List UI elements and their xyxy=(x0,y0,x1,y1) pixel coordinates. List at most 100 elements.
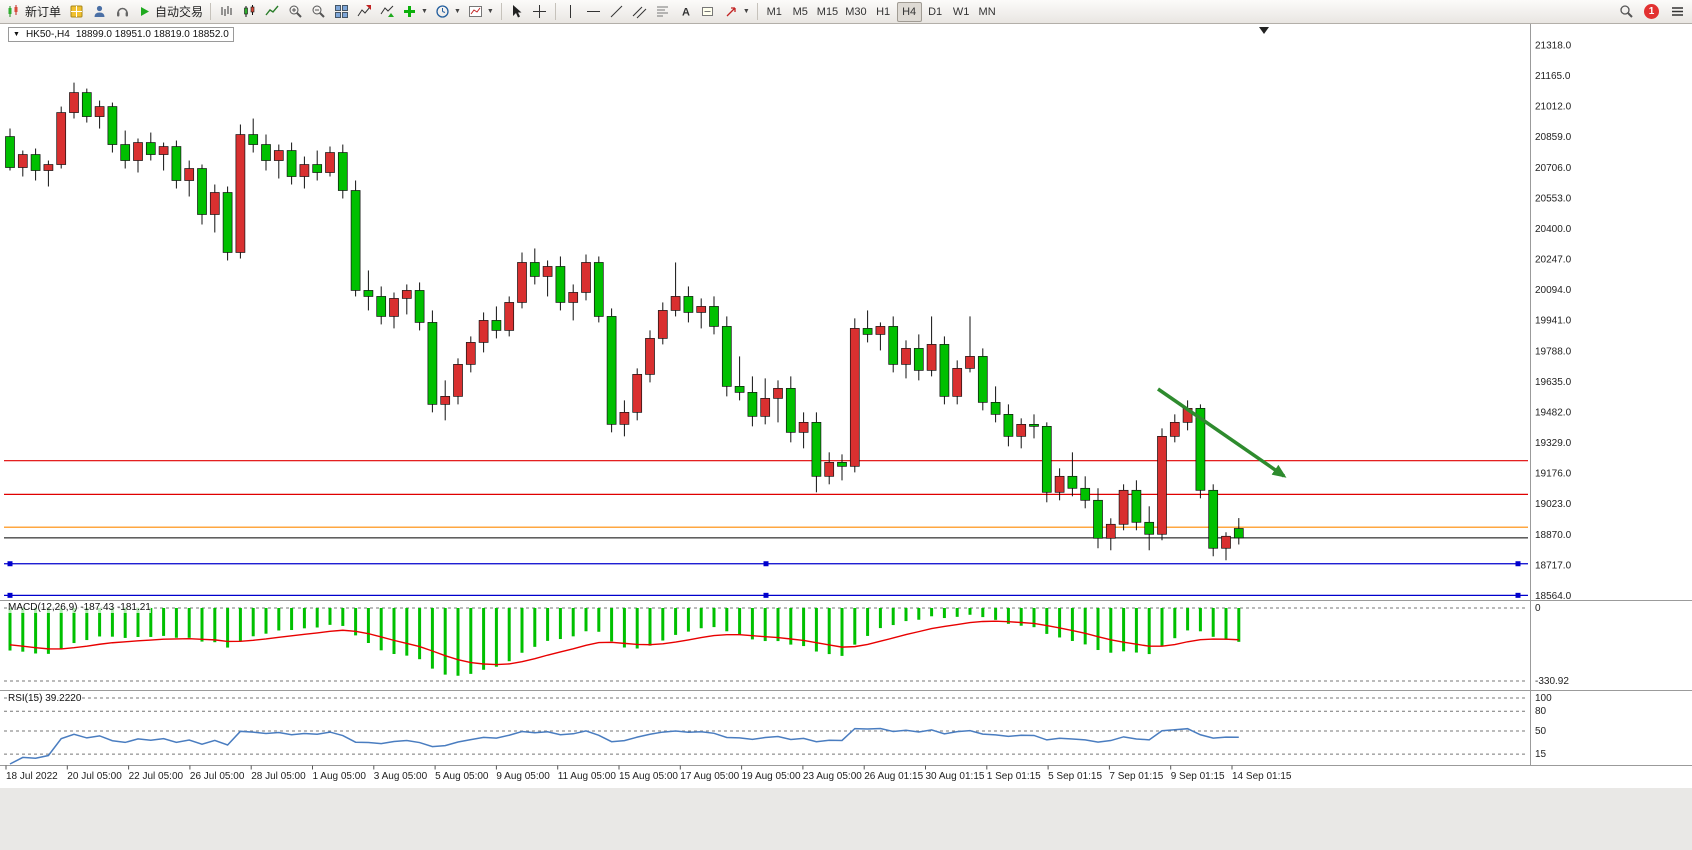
support-button[interactable] xyxy=(111,2,133,22)
timeframe-h1[interactable]: H1 xyxy=(871,2,896,22)
search-button[interactable] xyxy=(1615,2,1637,22)
timeframe-mn[interactable]: MN xyxy=(975,2,1000,22)
vertical-line-tool-button[interactable] xyxy=(560,2,582,22)
macd-label: MACD(12,26,9) -187.43 -181.21 xyxy=(8,602,151,613)
candle xyxy=(337,152,348,191)
candlestick-icon xyxy=(243,5,254,17)
candle xyxy=(363,290,374,297)
candle xyxy=(875,326,886,335)
text-tool-button[interactable]: A xyxy=(675,2,697,22)
candle xyxy=(965,356,975,369)
new-order-button[interactable]: 新订单 xyxy=(4,2,64,22)
timeframe-m5[interactable]: M5 xyxy=(788,2,813,22)
chart-shift-button[interactable] xyxy=(353,2,375,22)
candle xyxy=(1144,521,1155,535)
text-label-tool-button[interactable] xyxy=(698,2,720,22)
candle xyxy=(299,164,310,177)
candle xyxy=(1029,424,1039,427)
time-tick-label: 3 Aug 05:00 xyxy=(374,771,428,782)
macd-panel: 0 -330.92 xyxy=(4,603,1569,687)
candle xyxy=(773,388,783,399)
candle xyxy=(862,328,873,335)
line-selection-handle[interactable] xyxy=(763,561,769,567)
price-tick-label: 20553.0 xyxy=(1535,193,1572,204)
auto-scroll-button[interactable] xyxy=(376,2,398,22)
line-selection-handle[interactable] xyxy=(1515,592,1521,598)
price-tick-label: 21165.0 xyxy=(1535,71,1571,82)
candlestick-chart-button[interactable] xyxy=(238,2,260,22)
bar-chart-button[interactable] xyxy=(215,2,237,22)
zoom-in-button[interactable] xyxy=(284,2,306,22)
arrow-object-icon xyxy=(726,7,736,17)
timeframe-m1[interactable]: M1 xyxy=(762,2,787,22)
tile-windows-button[interactable] xyxy=(330,2,352,22)
candle xyxy=(133,142,143,161)
candle xyxy=(414,290,425,323)
price-tick-label: 19329.0 xyxy=(1535,438,1572,449)
channel-tool-button[interactable] xyxy=(629,2,651,22)
candle xyxy=(17,154,28,168)
person-icon xyxy=(94,5,105,17)
autotrading-button[interactable]: 自动交易 xyxy=(134,2,206,22)
line-selection-handle[interactable] xyxy=(1515,561,1521,567)
chart-shift-marker[interactable] xyxy=(1259,27,1269,34)
candle xyxy=(273,150,284,161)
one-click-trading-caret[interactable]: ▼ xyxy=(13,30,20,38)
candle xyxy=(529,262,540,277)
candle xyxy=(824,461,835,477)
zoom-out-icon xyxy=(312,5,325,18)
trendline-tool-button[interactable] xyxy=(606,2,628,22)
timeframe-d1[interactable]: D1 xyxy=(923,2,948,22)
candle xyxy=(235,134,246,253)
time-tick-label: 18 Jul 2022 xyxy=(6,771,58,782)
periods-button[interactable]: ▼ xyxy=(432,2,464,22)
indicators-button[interactable]: ▼ xyxy=(399,2,431,22)
cursor-button[interactable] xyxy=(506,2,528,22)
candle xyxy=(1131,489,1142,523)
trend-arrow[interactable] xyxy=(1157,387,1287,478)
notifications-badge[interactable]: 1 xyxy=(1644,4,1659,19)
line-chart-button[interactable] xyxy=(261,2,283,22)
price-tick-label: 20247.0 xyxy=(1535,255,1572,266)
charts-profile-button[interactable] xyxy=(65,2,87,22)
horizontal-lines-layer[interactable] xyxy=(4,460,1528,598)
toolbar-separator xyxy=(756,3,758,20)
new-order-label: 新订单 xyxy=(25,5,62,19)
symbol-period-text: HK50-,H4 xyxy=(25,28,70,40)
crosshair-icon xyxy=(533,5,547,18)
timeframe-w1[interactable]: W1 xyxy=(949,2,974,22)
clock-icon xyxy=(436,5,449,18)
candle xyxy=(619,412,630,425)
line-selection-handle[interactable] xyxy=(763,592,769,598)
fibonacci-tool-button[interactable] xyxy=(652,2,674,22)
timeframe-h4[interactable]: H4 xyxy=(896,1,922,22)
cursor-icon xyxy=(513,5,522,18)
headset-icon xyxy=(116,7,128,17)
rsi-level-label: 50 xyxy=(1535,726,1547,737)
market-watch-button[interactable] xyxy=(88,2,110,22)
bar-chart-icon xyxy=(221,6,232,16)
price-tick-label: 19023.0 xyxy=(1535,499,1572,510)
timeframe-m30[interactable]: M30 xyxy=(842,2,869,22)
candle xyxy=(350,190,361,291)
templates-button[interactable]: ▼ xyxy=(465,2,497,22)
timeframe-m15[interactable]: M15 xyxy=(814,2,841,22)
candle xyxy=(1003,414,1014,437)
candle xyxy=(5,136,15,168)
candle xyxy=(261,144,271,161)
time-tick-label: 1 Aug 05:00 xyxy=(313,771,367,782)
candle xyxy=(158,146,169,155)
candle xyxy=(1169,422,1180,437)
channel-icon xyxy=(632,6,647,19)
horizontal-line-tool-button[interactable] xyxy=(583,2,605,22)
horizontal-line-icon xyxy=(587,11,601,12)
crosshair-button[interactable] xyxy=(529,2,551,22)
candle xyxy=(120,144,131,161)
menu-button[interactable] xyxy=(1666,2,1688,22)
arrows-tool-button[interactable]: ▼ xyxy=(721,2,753,22)
candle xyxy=(325,152,335,173)
zoom-out-button[interactable] xyxy=(307,2,329,22)
line-selection-handle[interactable] xyxy=(7,592,13,598)
line-selection-handle[interactable] xyxy=(7,561,13,567)
